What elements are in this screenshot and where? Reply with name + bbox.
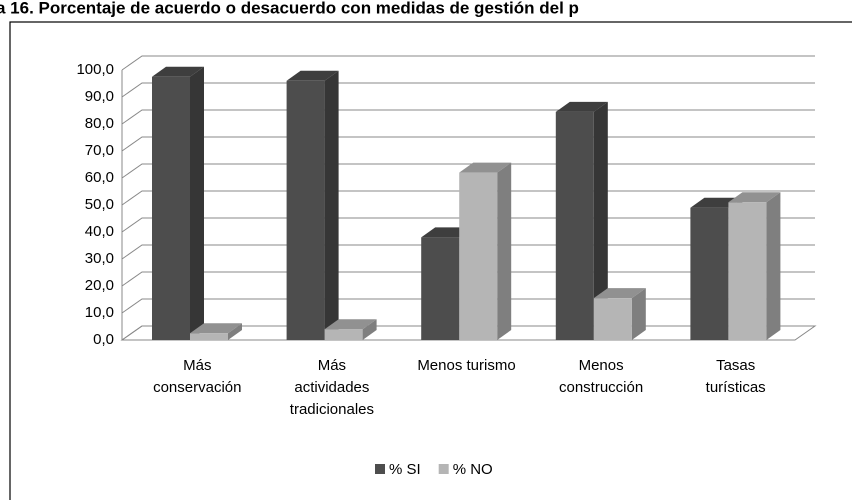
legend-label: % SI (389, 461, 421, 478)
bar-side (631, 288, 646, 340)
bar (286, 70, 339, 341)
legend-swatch (438, 464, 449, 474)
bar (459, 162, 512, 340)
bar-front (190, 333, 228, 340)
y-tick-label: 70,0 (85, 142, 114, 159)
y-tick-label: 80,0 (85, 115, 114, 132)
bar (152, 66, 204, 340)
y-tick-label: 10,0 (85, 304, 114, 321)
y-tick-label: 100,0 (76, 61, 114, 78)
bar-front (286, 80, 325, 341)
bar-top (324, 319, 377, 330)
bar-top (286, 70, 339, 81)
bar-side (593, 101, 608, 340)
x-tick-label: Menos turismo (417, 357, 516, 374)
bar-front (324, 329, 363, 340)
bar-side (190, 66, 204, 340)
bar-side (766, 192, 781, 340)
legend-label: % NO (453, 461, 493, 478)
bar (728, 192, 781, 340)
bar-front (459, 172, 498, 340)
legend-swatch (375, 464, 385, 474)
chart-title: a 16. Porcentaje de acuerdo o desacuerdo… (0, 0, 579, 17)
grid-line (121, 109, 815, 125)
bar (555, 101, 608, 340)
bar-front (152, 76, 190, 340)
grid-line (121, 82, 815, 98)
grid-line (121, 55, 815, 71)
x-tick-label: Menos construcción (558, 357, 644, 396)
bar-front (555, 111, 594, 340)
bar-top (459, 162, 512, 173)
y-tick-label: 0,0 (93, 331, 114, 348)
y-tick-label: 90,0 (85, 88, 114, 105)
y-tick-label: 60,0 (85, 169, 114, 186)
bar (593, 288, 646, 340)
y-tick-label: 20,0 (85, 277, 114, 294)
y-tick-label: 50,0 (85, 196, 114, 213)
x-tick-label: Más actividades tradicionales (289, 357, 374, 418)
bar-top (555, 101, 608, 112)
bar-side (228, 323, 242, 340)
bar-front (690, 207, 729, 340)
bar (190, 323, 242, 340)
bar-top (190, 323, 242, 334)
y-tick-label: 40,0 (85, 223, 114, 240)
bar-top (728, 192, 781, 203)
bar-top (152, 66, 204, 77)
bar-side (362, 319, 377, 340)
y-tick-label: 30,0 (85, 250, 114, 267)
bar-side (324, 70, 339, 341)
bar-front (593, 298, 632, 340)
grid-line (121, 136, 815, 152)
bar (324, 319, 377, 340)
chart-frame (9, 21, 852, 500)
bar-front (421, 237, 460, 340)
x-tick-label: Tasas turísticas (705, 357, 766, 396)
bar-side (497, 162, 512, 340)
bar-top (593, 288, 646, 299)
x-tick-label: Más conservación (153, 357, 242, 396)
bar-front (728, 202, 767, 340)
